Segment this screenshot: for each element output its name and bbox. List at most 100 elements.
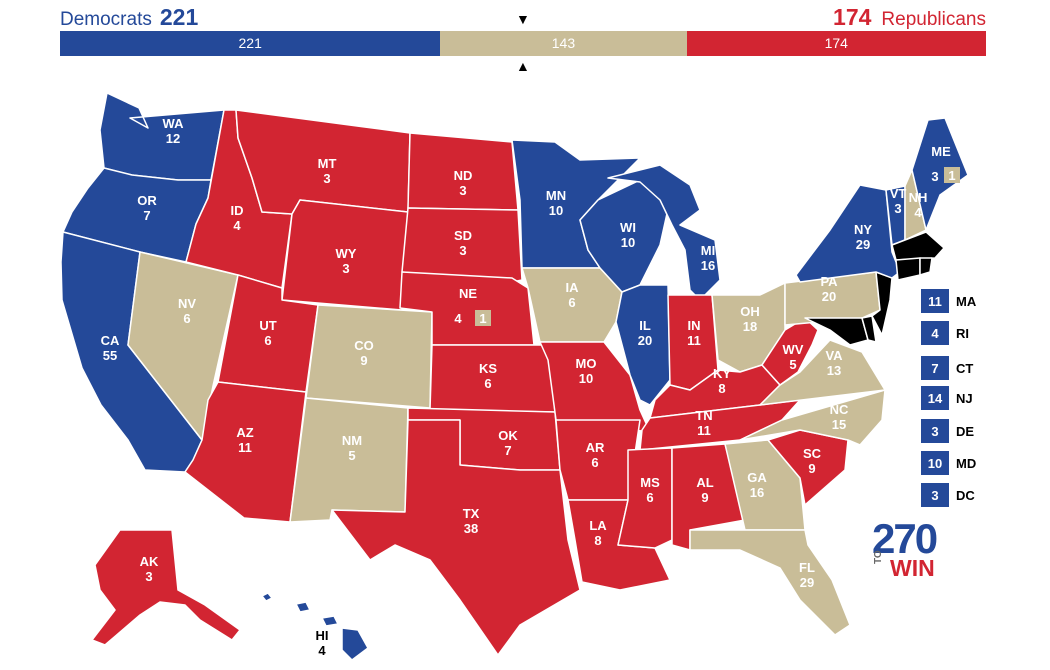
small-state-ma[interactable]: 11 MA <box>921 289 976 313</box>
state-mo[interactable] <box>539 341 651 433</box>
small-state-ev-box[interactable]: 10 <box>921 451 949 475</box>
state-label-il: IL <box>639 318 651 333</box>
electoral-vote-bar: 221 143 174 <box>60 31 986 56</box>
state-ks[interactable] <box>429 344 556 413</box>
state-label-hi: HI <box>316 628 329 643</box>
state-ev-la: 8 <box>594 533 601 548</box>
state-ev-mi: 16 <box>701 258 715 273</box>
state-fl[interactable] <box>689 529 851 636</box>
maine-district-box[interactable] <box>944 167 960 183</box>
state-va[interactable] <box>759 339 886 406</box>
state-label-mt: MT <box>318 156 337 171</box>
state-label-co: CO <box>354 338 374 353</box>
republicans-label: 174 Republicans <box>833 4 986 33</box>
small-state-de[interactable]: 3 DE <box>921 419 974 443</box>
state-ev-oh: 18 <box>743 319 757 334</box>
small-state-abbr: MA <box>956 293 977 309</box>
state-ct[interactable] <box>895 257 921 281</box>
state-ev-az: 11 <box>238 440 252 455</box>
tossup-bar-segment: 143 <box>440 31 687 56</box>
state-il[interactable] <box>615 284 671 406</box>
state-ev-ny: 29 <box>856 237 870 252</box>
state-ev-ak: 3 <box>145 569 152 584</box>
state-label-vt: VT <box>890 186 907 201</box>
state-ev-ga: 16 <box>750 485 764 500</box>
270-marker-bottom-icon: ▲ <box>516 58 530 74</box>
state-tx[interactable] <box>331 419 581 656</box>
state-ak[interactable] <box>91 529 241 646</box>
logo-number: 270 <box>872 515 938 562</box>
small-state-ev-box[interactable]: 11 <box>921 289 949 313</box>
state-label-ny: NY <box>854 222 872 237</box>
nebraska-district-box[interactable] <box>475 310 491 326</box>
state-ev-tn: 11 <box>697 423 711 438</box>
state-ev-ky: 8 <box>718 381 725 396</box>
state-label-ne: NE <box>459 286 477 301</box>
state-md[interactable] <box>804 317 869 346</box>
small-state-ev-box[interactable]: 3 <box>921 483 949 507</box>
state-wy[interactable] <box>281 199 409 311</box>
state-label-nm: NM <box>342 433 362 448</box>
state-label-sc: SC <box>803 446 822 461</box>
state-ev-vt: 3 <box>894 201 901 216</box>
small-state-abbr: RI <box>956 325 969 341</box>
state-label-sd: SD <box>454 228 472 243</box>
republicans-name: Republicans <box>881 9 986 30</box>
state-ev-ms: 6 <box>646 490 653 505</box>
state-ev-in: 11 <box>687 333 701 348</box>
small-state-ct[interactable]: 7 CT <box>921 356 973 380</box>
small-state-abbr: NJ <box>956 390 973 406</box>
state-label-wv: WV <box>783 342 804 357</box>
state-co[interactable] <box>305 304 433 409</box>
state-me[interactable] <box>911 117 969 231</box>
small-state-ev-box[interactable]: 14 <box>921 386 949 410</box>
state-ev-tx: 38 <box>464 521 478 536</box>
state-label-tx: TX <box>463 506 480 521</box>
state-ev-me: 3 <box>931 169 938 184</box>
small-state-dc[interactable]: 3 DC <box>921 483 975 507</box>
state-label-ak: AK <box>140 554 159 569</box>
state-ev-ne: 4 <box>454 311 462 326</box>
state-ev-wa: 12 <box>166 131 180 146</box>
state-label-ms: MS <box>640 475 660 490</box>
dem-bar-segment: 221 <box>60 31 441 56</box>
state-label-me: ME <box>931 144 951 159</box>
small-state-abbr: CT <box>956 360 974 376</box>
small-state-abbr: DC <box>956 487 975 503</box>
state-ev-nv: 6 <box>183 311 190 326</box>
republicans-total: 174 <box>833 4 872 30</box>
state-ga[interactable] <box>724 439 806 531</box>
small-state-abbr: MD <box>956 455 977 471</box>
state-label-az: AZ <box>236 425 253 440</box>
state-ma[interactable] <box>891 231 945 261</box>
state-label-nc: NC <box>830 402 849 417</box>
state-ny[interactable] <box>795 184 901 283</box>
state-ev-ks: 6 <box>484 376 491 391</box>
small-state-ev-box[interactable]: 4 <box>921 321 949 345</box>
state-ev-il: 20 <box>638 333 652 348</box>
state-wi[interactable] <box>579 179 671 293</box>
logo-win: WIN <box>890 555 935 581</box>
state-ri[interactable] <box>919 257 933 276</box>
democrats-name: Democrats <box>60 9 152 30</box>
state-wa[interactable] <box>99 92 225 181</box>
state-ev-co: 9 <box>360 353 367 368</box>
small-state-ev-box[interactable]: 3 <box>921 419 949 443</box>
small-state-nj[interactable]: 14 NJ <box>921 386 973 410</box>
state-label-mi: MI <box>701 243 715 258</box>
state-wv[interactable] <box>761 317 819 386</box>
state-mi[interactable] <box>607 164 721 301</box>
state-de[interactable] <box>861 315 877 343</box>
state-nc[interactable] <box>739 389 886 446</box>
state-ev-ut: 6 <box>264 333 271 348</box>
state-label-nh: NH <box>909 190 928 205</box>
state-ev-sc: 9 <box>808 461 815 476</box>
state-ev-al: 9 <box>701 490 708 505</box>
small-state-ev-box[interactable]: 7 <box>921 356 949 380</box>
state-ev-mn: 10 <box>549 203 563 218</box>
small-state-ri[interactable]: 4 RI <box>921 321 969 345</box>
state-ev-sd: 3 <box>459 243 466 258</box>
state-hi[interactable] <box>261 592 369 661</box>
small-state-md[interactable]: 10 MD <box>921 451 976 475</box>
state-label-wa: WA <box>163 116 185 131</box>
